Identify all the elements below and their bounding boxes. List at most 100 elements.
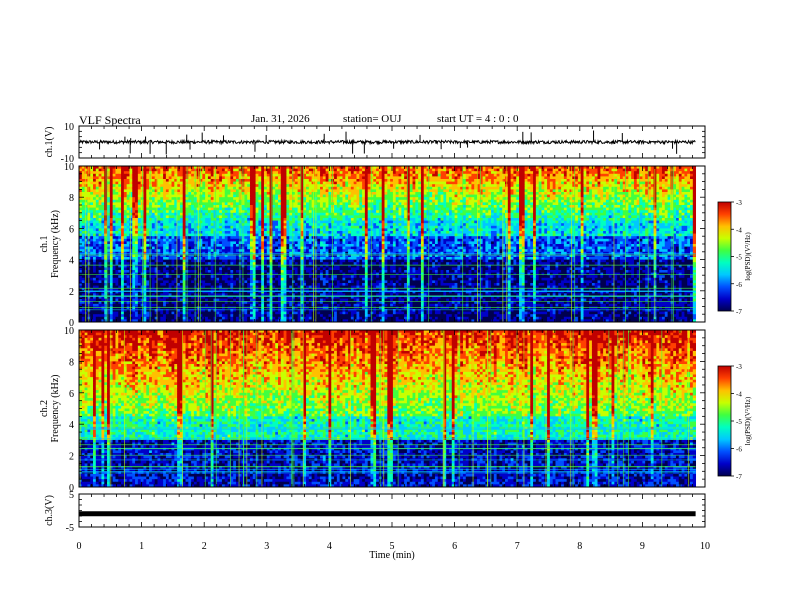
psd-cell bbox=[424, 182, 427, 185]
psd-cell bbox=[513, 182, 516, 185]
psd-cell bbox=[640, 176, 643, 179]
psd-cell bbox=[135, 182, 138, 185]
psd-cell bbox=[138, 223, 141, 226]
psd-cell bbox=[642, 205, 645, 208]
psd-cell bbox=[289, 184, 292, 187]
psd-cell bbox=[527, 210, 530, 213]
psd-cell bbox=[393, 200, 396, 203]
psd-cell bbox=[129, 218, 132, 221]
psd-cell bbox=[129, 195, 132, 198]
psd-cell bbox=[553, 218, 556, 221]
psd-cell bbox=[519, 179, 522, 182]
psd-cell bbox=[258, 171, 261, 174]
psd-cell bbox=[651, 192, 654, 195]
psd-cell bbox=[519, 218, 522, 221]
psd-cell bbox=[415, 205, 418, 208]
psd-cell bbox=[536, 189, 539, 192]
psd-cell bbox=[544, 200, 547, 203]
psd-cell bbox=[387, 200, 390, 203]
psd-cell bbox=[662, 221, 665, 224]
psd-cell bbox=[404, 195, 407, 198]
psd-cell bbox=[225, 174, 228, 177]
psd-cell bbox=[606, 215, 609, 218]
psd-cell bbox=[606, 189, 609, 192]
psd-cell bbox=[592, 179, 595, 182]
psd-cell bbox=[399, 195, 402, 198]
psd-cell bbox=[508, 197, 511, 200]
psd-cell bbox=[399, 223, 402, 226]
psd-cell bbox=[390, 187, 393, 190]
psd-cell bbox=[499, 210, 502, 213]
psd-cell bbox=[533, 205, 536, 208]
psd-cell bbox=[373, 197, 376, 200]
psd-cell bbox=[272, 223, 275, 226]
psd-cell bbox=[659, 202, 662, 205]
psd-cell bbox=[143, 221, 146, 224]
psd-cell bbox=[370, 221, 373, 224]
psd-cell bbox=[373, 195, 376, 198]
psd-cell bbox=[208, 218, 211, 221]
psd-cell bbox=[169, 169, 172, 172]
psd-cell bbox=[441, 205, 444, 208]
psd-cell bbox=[373, 174, 376, 177]
psd-cell bbox=[558, 171, 561, 174]
psd-cell bbox=[82, 202, 85, 205]
psd-cell bbox=[157, 197, 160, 200]
psd-cell bbox=[547, 192, 550, 195]
psd-cell bbox=[592, 184, 595, 187]
psd-cell bbox=[656, 200, 659, 203]
psd-cell bbox=[99, 184, 102, 187]
psd-cell bbox=[155, 187, 158, 190]
psd-cell bbox=[129, 189, 132, 192]
psd-cell bbox=[348, 202, 351, 205]
psd-cell bbox=[356, 200, 359, 203]
psd-cell bbox=[281, 182, 284, 185]
psd-cell bbox=[485, 197, 488, 200]
psd-cell bbox=[326, 218, 329, 221]
psd-cell bbox=[603, 205, 606, 208]
psd-cell bbox=[539, 189, 542, 192]
psd-cell bbox=[278, 192, 281, 195]
psd-cell bbox=[693, 202, 696, 205]
psd-cell bbox=[424, 192, 427, 195]
psd-cell bbox=[160, 213, 163, 216]
psd-cell bbox=[628, 221, 631, 224]
psd-cell bbox=[413, 215, 416, 218]
psd-cell bbox=[631, 169, 634, 172]
psd-cell bbox=[665, 200, 668, 203]
psd-cell bbox=[309, 192, 312, 195]
psd-cell bbox=[387, 213, 390, 216]
psd-cell bbox=[418, 192, 421, 195]
psd-cell bbox=[376, 213, 379, 216]
psd-cell bbox=[684, 200, 687, 203]
psd-cell bbox=[584, 215, 587, 218]
psd-cell bbox=[606, 221, 609, 224]
psd-cell bbox=[138, 195, 141, 198]
psd-cell bbox=[306, 218, 309, 221]
psd-cell bbox=[370, 176, 373, 179]
psd-cell bbox=[236, 171, 239, 174]
psd-cell bbox=[415, 200, 418, 203]
psd-cell bbox=[342, 221, 345, 224]
psd-cell bbox=[564, 171, 567, 174]
psd-cell bbox=[247, 200, 250, 203]
psd-cell bbox=[471, 169, 474, 172]
psd-cell bbox=[306, 169, 309, 172]
psd-cell bbox=[519, 208, 522, 211]
psd-cell bbox=[250, 187, 253, 190]
psd-cell bbox=[589, 169, 592, 172]
psd-cell bbox=[127, 195, 130, 198]
psd-cell bbox=[247, 221, 250, 224]
psd-cell bbox=[642, 213, 645, 216]
psd-cell bbox=[85, 182, 88, 185]
psd-cell bbox=[286, 210, 289, 213]
psd-cell bbox=[396, 223, 399, 226]
psd-cell bbox=[555, 179, 558, 182]
psd-cell bbox=[177, 213, 180, 216]
psd-cell bbox=[656, 189, 659, 192]
psd-cell bbox=[581, 192, 584, 195]
psd-cell bbox=[253, 195, 256, 198]
psd-cell bbox=[508, 205, 511, 208]
psd-cell bbox=[132, 210, 135, 213]
psd-cell bbox=[177, 205, 180, 208]
